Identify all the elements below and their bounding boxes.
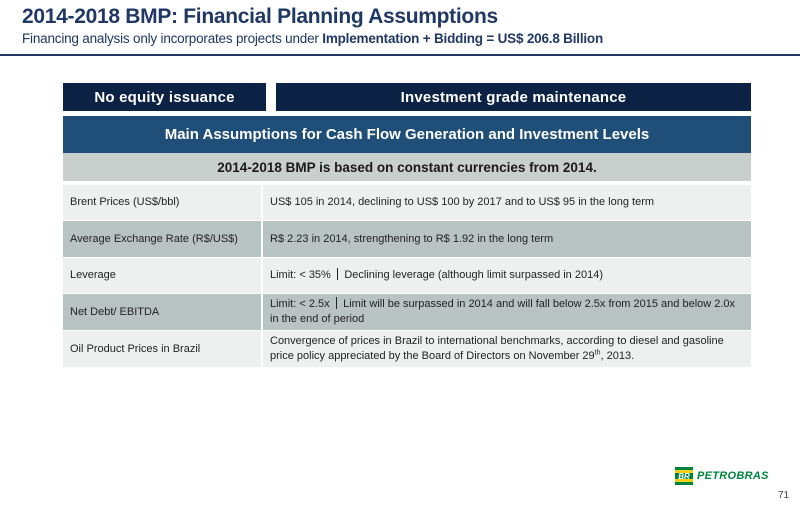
row-label: Average Exchange Rate (R$/US$): [63, 221, 261, 257]
row-label: Oil Product Prices in Brazil: [63, 331, 261, 367]
separator-bar: [335, 297, 338, 309]
page-number: 71: [778, 490, 790, 501]
logo-wordmark: PETROBRAS: [697, 470, 769, 482]
row-value: Limit: < 35% Declining leverage (although…: [261, 258, 751, 293]
investment-grade-banner: Investment grade maintenance: [276, 83, 751, 111]
table-row: Oil Product Prices in Brazil Convergence…: [63, 330, 751, 367]
subtitle-bold-text: Implementation + Bidding = US$ 206.8 Bil…: [322, 31, 604, 46]
detail-text: Limit will be surpassed in 2014 and will…: [270, 298, 736, 325]
row-label: Brent Prices (US$/bbl): [63, 185, 261, 220]
limit-text: Limit: < 2.5x: [270, 298, 330, 310]
detail-text: Convergence of prices in Brazil to inter…: [270, 335, 724, 362]
br-logo-icon: BR: [675, 467, 693, 485]
title-divider: [0, 54, 800, 56]
table-row: Leverage Limit: < 35% Declining leverage …: [63, 257, 751, 293]
row-value: R$ 2.23 in 2014, strengthening to R$ 1.9…: [261, 221, 751, 257]
table-header: Main Assumptions for Cash Flow Generatio…: [63, 116, 751, 153]
page-title: 2014-2018 BMP: Financial Planning Assump…: [22, 5, 498, 28]
logo-mark-text: BR: [678, 471, 690, 481]
table-row: Brent Prices (US$/bbl) US$ 105 in 2014, …: [63, 184, 751, 220]
row-value: Limit: < 2.5x Limit will be surpassed in …: [261, 294, 751, 330]
row-label: Net Debt/ EBITDA: [63, 294, 261, 330]
no-equity-banner: No equity issuance: [63, 83, 266, 111]
table-row: Average Exchange Rate (R$/US$) R$ 2.23 i…: [63, 220, 751, 257]
petrobras-logo: BR PETROBRAS: [675, 466, 769, 486]
detail-text-end: , 2013.: [600, 350, 635, 362]
table-row: Net Debt/ EBITDA Limit: < 2.5x Limit will…: [63, 293, 751, 330]
ordinal-suffix: th: [594, 349, 601, 357]
assumptions-table: Brent Prices (US$/bbl) US$ 105 in 2014, …: [63, 184, 751, 367]
table-subheader: 2014-2018 BMP is based on constant curre…: [63, 153, 751, 181]
page-subtitle: Financing analysis only incorporates pro…: [22, 31, 603, 46]
row-label: Leverage: [63, 258, 261, 293]
subtitle-text: Financing analysis only incorporates pro…: [22, 31, 323, 46]
row-value: Convergence of prices in Brazil to inter…: [261, 331, 751, 367]
row-value: US$ 105 in 2014, declining to US$ 100 by…: [261, 185, 751, 220]
separator-bar: [336, 268, 339, 280]
limit-text: Limit: < 35%: [270, 269, 331, 281]
detail-text: Declining leverage (although limit surpa…: [344, 269, 603, 281]
